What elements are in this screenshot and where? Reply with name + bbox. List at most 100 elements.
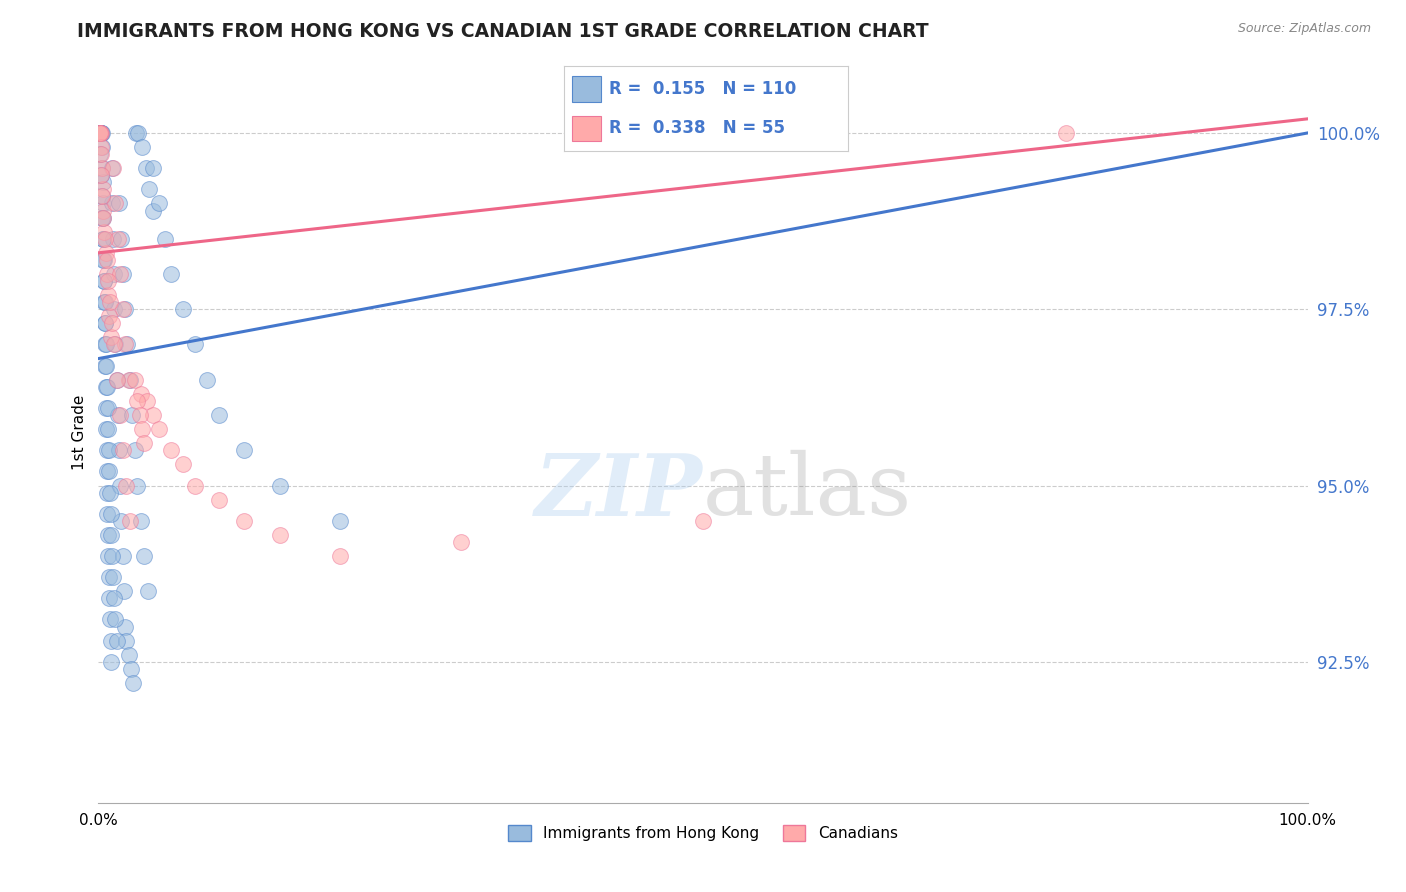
Point [90, 189, 112, 203]
Point [93, 252, 115, 267]
Point [104, 196, 127, 211]
Point [94, 232, 117, 246]
Point [96, 485, 118, 500]
Point [160, 443, 183, 458]
Point [96, 252, 118, 267]
Point [93, 225, 115, 239]
Point [329, 514, 352, 528]
Point [97, 288, 120, 302]
Point [93, 295, 115, 310]
Point [96, 380, 118, 394]
Point [108, 443, 131, 458]
Point [91, 189, 114, 203]
Point [96, 359, 118, 373]
Point [108, 478, 131, 492]
Point [1054, 126, 1077, 140]
Point [98, 310, 121, 324]
Point [96, 422, 118, 436]
Point [142, 203, 165, 218]
Point [118, 373, 141, 387]
Point [89, 126, 111, 140]
Point [89, 126, 111, 140]
Point [90, 168, 112, 182]
Point [98, 591, 121, 606]
Point [91, 161, 114, 176]
Point [91, 161, 114, 176]
Point [269, 528, 291, 542]
Point [100, 507, 122, 521]
Legend: Immigrants from Hong Kong, Canadians: Immigrants from Hong Kong, Canadians [502, 819, 904, 847]
Point [105, 633, 128, 648]
Point [101, 570, 124, 584]
Point [90, 126, 112, 140]
Point [91, 175, 114, 189]
Point [138, 182, 160, 196]
Point [97, 422, 120, 436]
Point [90, 126, 112, 140]
Point [111, 302, 134, 317]
Point [124, 443, 146, 458]
Point [93, 211, 115, 225]
Point [172, 302, 194, 317]
Point [450, 535, 472, 549]
Point [232, 514, 254, 528]
Point [125, 126, 148, 140]
Point [114, 337, 136, 351]
Point [97, 274, 120, 288]
Point [128, 408, 150, 422]
Point [135, 393, 157, 408]
Point [98, 295, 121, 310]
Point [148, 196, 170, 211]
Point [96, 267, 118, 281]
Point [94, 380, 117, 394]
Point [93, 274, 115, 288]
Point [195, 373, 218, 387]
Point [97, 443, 120, 458]
Point [91, 211, 114, 225]
Point [100, 330, 122, 344]
Point [89, 126, 111, 140]
Point [148, 422, 170, 436]
Point [90, 147, 112, 161]
Point [89, 147, 111, 161]
Point [90, 126, 112, 140]
Point [100, 528, 122, 542]
Point [96, 507, 118, 521]
Point [208, 492, 231, 507]
Point [329, 549, 352, 563]
Point [117, 337, 139, 351]
Point [89, 126, 111, 140]
Point [118, 514, 141, 528]
Text: IMMIGRANTS FROM HONG KONG VS CANADIAN 1ST GRADE CORRELATION CHART: IMMIGRANTS FROM HONG KONG VS CANADIAN 1S… [77, 22, 929, 41]
Point [153, 232, 176, 246]
Point [90, 168, 112, 182]
Point [103, 267, 125, 281]
Point [101, 232, 124, 246]
Point [111, 267, 134, 281]
Point [90, 126, 112, 140]
Point [94, 316, 117, 330]
Point [172, 458, 194, 472]
Point [101, 196, 124, 211]
Point [118, 648, 141, 662]
Point [96, 443, 118, 458]
Point [89, 126, 111, 140]
Point [108, 408, 131, 422]
Point [103, 337, 125, 351]
Point [127, 478, 149, 492]
Point [98, 612, 121, 626]
Point [96, 464, 118, 478]
Point [91, 211, 114, 225]
Point [97, 401, 120, 415]
Point [94, 401, 117, 415]
Point [93, 274, 115, 288]
Point [118, 373, 141, 387]
Point [91, 232, 114, 246]
Point [127, 393, 149, 408]
Point [114, 302, 136, 317]
Point [93, 232, 115, 246]
Text: ZIP: ZIP [536, 450, 703, 533]
Point [107, 408, 129, 422]
Point [94, 337, 117, 351]
Point [97, 528, 120, 542]
